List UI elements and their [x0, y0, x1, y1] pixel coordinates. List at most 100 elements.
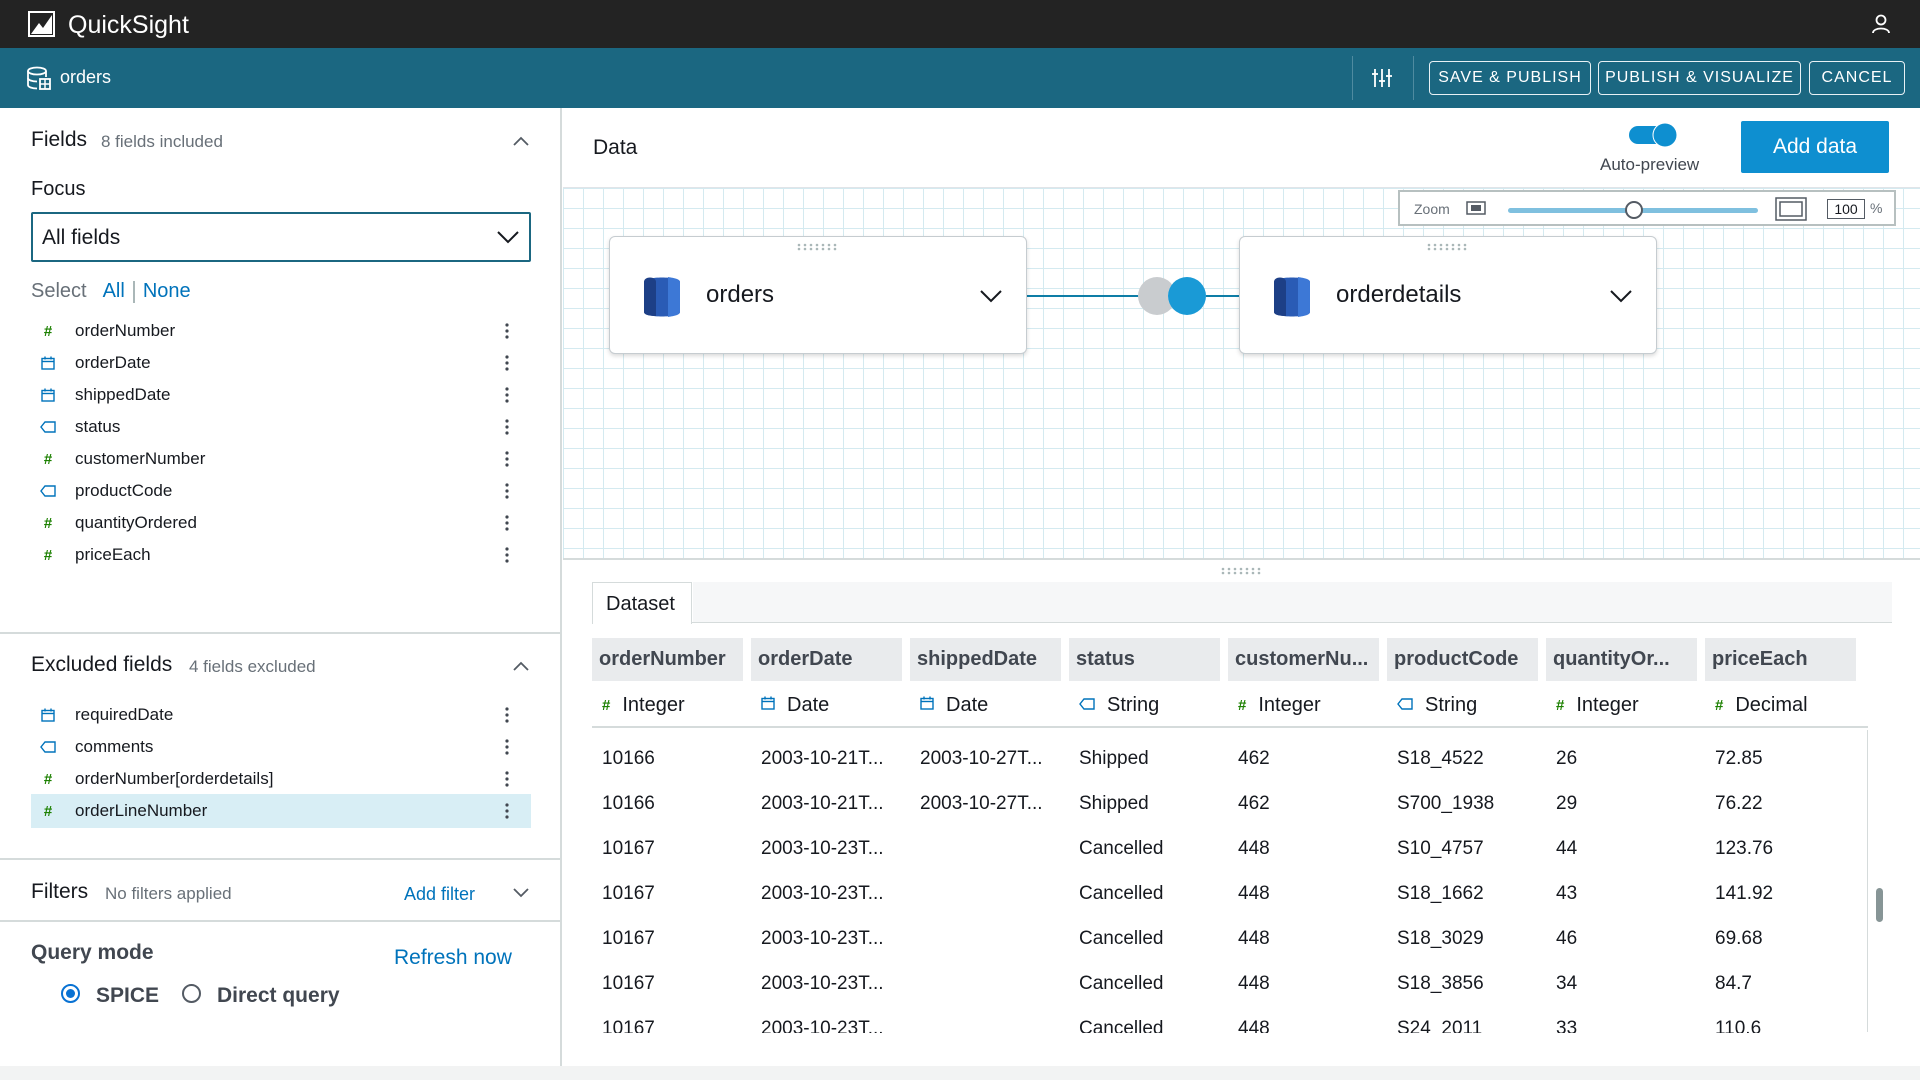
more-options-icon[interactable] [505, 515, 509, 531]
table-cell: 26 [1556, 748, 1578, 769]
table-cell: Shipped [1079, 793, 1149, 814]
divider [0, 632, 560, 634]
more-options-icon[interactable] [505, 483, 509, 499]
table-cell: 462 [1238, 793, 1270, 814]
zoom-out-icon[interactable] [1466, 201, 1486, 215]
field-row[interactable]: productCode [31, 474, 531, 508]
field-name: productCode [75, 481, 173, 500]
tab-dataset[interactable]: Dataset [592, 582, 692, 624]
direct-query-label: Direct query [217, 984, 340, 1007]
column-header[interactable]: orderNumber [592, 638, 743, 681]
table-cell: 448 [1238, 928, 1270, 949]
publish-visualize-button[interactable]: PUBLISH & VISUALIZE [1598, 61, 1801, 95]
table-cell: 43 [1556, 883, 1578, 904]
column-type[interactable]: String [1387, 685, 1538, 725]
auto-preview-toggle[interactable] [1628, 121, 1678, 149]
select-label: Select [31, 280, 87, 302]
column-type[interactable]: # Decimal [1705, 685, 1856, 725]
column-type[interactable]: # Integer [592, 685, 743, 725]
add-data-button[interactable]: Add data [1741, 121, 1889, 173]
column-header[interactable]: shippedDate [910, 638, 1061, 681]
string-tag-icon [1397, 695, 1413, 715]
save-publish-button[interactable]: SAVE & PUBLISH [1429, 61, 1591, 95]
app-title: QuickSight [68, 11, 189, 39]
more-options-icon[interactable] [505, 803, 509, 819]
user-icon[interactable] [1870, 13, 1892, 35]
column-header[interactable]: orderDate [751, 638, 902, 681]
join-connector [1027, 295, 1239, 297]
vertical-scrollbar[interactable] [1876, 888, 1883, 922]
chevron-down-icon[interactable] [980, 289, 1002, 303]
string-tag-icon [39, 421, 57, 433]
table-node-orders[interactable]: orders [609, 236, 1027, 354]
column-header[interactable]: customerNu... [1228, 638, 1379, 681]
zoom-value-input[interactable]: 100 [1827, 199, 1865, 219]
more-options-icon[interactable] [505, 707, 509, 723]
more-options-icon[interactable] [505, 739, 509, 755]
table-cell: 84.7 [1715, 973, 1752, 994]
collapse-excluded-icon[interactable] [513, 661, 529, 671]
field-row[interactable]: requiredDate [31, 698, 531, 732]
field-row[interactable]: # quantityOrdered [31, 506, 531, 540]
chevron-down-icon[interactable] [513, 888, 529, 898]
field-row[interactable]: orderDate [31, 346, 531, 380]
field-row[interactable]: # customerNumber [31, 442, 531, 476]
field-row[interactable]: # priceEach [31, 538, 531, 572]
table-cell: 76.22 [1715, 793, 1763, 814]
field-row[interactable]: # orderNumber [31, 314, 531, 348]
select-all-link[interactable]: All [102, 280, 125, 302]
column-header[interactable]: quantityOr... [1546, 638, 1697, 681]
more-options-icon[interactable] [505, 451, 509, 467]
settings-sliders-icon[interactable] [1370, 66, 1394, 90]
more-options-icon[interactable] [505, 355, 509, 371]
table-node-orderdetails[interactable]: orderdetails [1239, 236, 1657, 354]
more-options-icon[interactable] [505, 387, 509, 403]
column-type[interactable]: Date [751, 685, 902, 725]
table-cell: 10167 [602, 883, 655, 904]
column-header[interactable]: status [1069, 638, 1220, 681]
column-type[interactable]: # Integer [1546, 685, 1697, 725]
field-row[interactable]: shippedDate [31, 378, 531, 412]
drag-handle-icon[interactable] [1425, 242, 1473, 252]
table-cell: Shipped [1079, 748, 1149, 769]
number-type-icon: # [1238, 697, 1247, 714]
zoom-label: Zoom [1414, 201, 1450, 217]
chevron-down-icon[interactable] [1610, 289, 1632, 303]
add-filter-link[interactable]: Add filter [404, 884, 476, 904]
node-label-orders: orders [706, 281, 775, 308]
column-type[interactable]: Date [910, 685, 1061, 725]
more-options-icon[interactable] [505, 547, 509, 563]
spice-radio[interactable] [61, 984, 80, 1003]
field-row[interactable]: # orderNumber[orderdetails] [31, 762, 531, 796]
table-cell: S10_4757 [1397, 838, 1484, 859]
more-options-icon[interactable] [505, 771, 509, 787]
more-options-icon[interactable] [505, 323, 509, 339]
calendar-icon [920, 695, 934, 715]
column-type-label: Integer [1258, 693, 1321, 716]
drag-handle-icon[interactable] [795, 242, 843, 252]
resize-handle-icon[interactable] [1219, 566, 1265, 576]
column-header[interactable]: priceEach [1705, 638, 1856, 681]
refresh-now-link[interactable]: Refresh now [394, 946, 512, 969]
number-type-icon: # [43, 514, 53, 532]
field-row[interactable]: status [31, 410, 531, 444]
column-header[interactable]: productCode [1387, 638, 1538, 681]
fields-count: 8 fields included [101, 132, 223, 151]
select-none-link[interactable]: None [142, 280, 191, 302]
zoom-slider-handle[interactable] [1625, 201, 1643, 219]
cancel-button[interactable]: CANCEL [1809, 61, 1905, 95]
column-type[interactable]: String [1069, 685, 1220, 725]
field-row[interactable]: # orderLineNumber [31, 794, 531, 828]
more-options-icon[interactable] [505, 419, 509, 435]
dataset-name[interactable]: orders [60, 67, 112, 87]
table-cell: S24_2011 [1397, 1018, 1483, 1033]
zoom-in-icon[interactable] [1775, 197, 1807, 221]
field-row[interactable]: comments [31, 730, 531, 764]
focus-select[interactable]: All fields [31, 212, 531, 262]
join-icon[interactable] [1135, 274, 1209, 318]
direct-query-radio[interactable] [182, 984, 201, 1003]
collapse-fields-icon[interactable] [513, 136, 529, 146]
column-type[interactable]: # Integer [1228, 685, 1379, 725]
divider [692, 622, 1892, 623]
focus-selected-value: All fields [42, 226, 121, 249]
